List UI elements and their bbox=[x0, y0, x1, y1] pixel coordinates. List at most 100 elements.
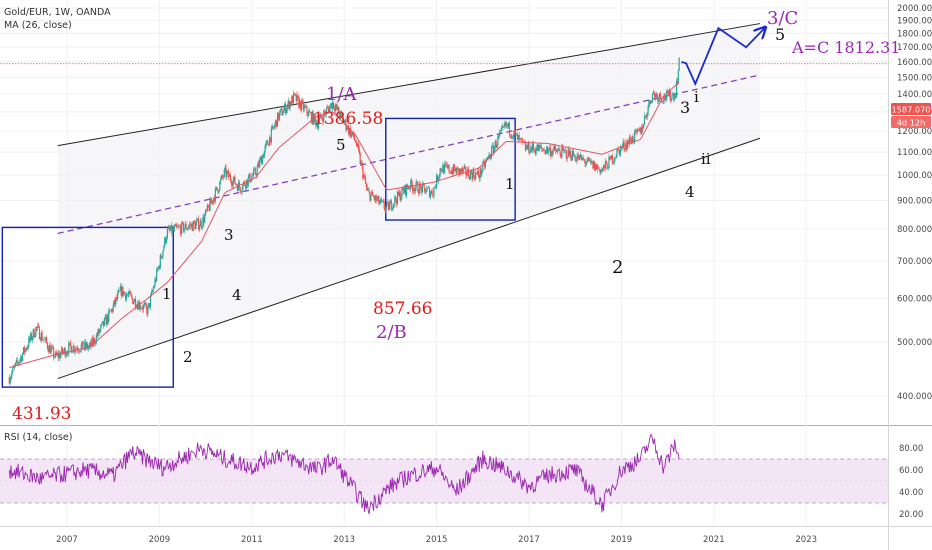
candle-down bbox=[212, 200, 214, 203]
candle-up bbox=[659, 93, 661, 99]
candle-down bbox=[661, 101, 663, 103]
candle-up bbox=[253, 168, 256, 170]
label-w2-2008: 2 bbox=[183, 348, 193, 366]
label-w4-2020: 4 bbox=[685, 183, 695, 201]
candle-down bbox=[17, 362, 19, 364]
candle-up bbox=[545, 151, 547, 154]
candle-down bbox=[446, 164, 448, 168]
candle-down bbox=[258, 162, 260, 167]
candle-up bbox=[226, 172, 228, 178]
candle-down bbox=[288, 100, 290, 109]
candle-up bbox=[400, 196, 402, 201]
candle-down bbox=[189, 224, 192, 227]
candle-up bbox=[641, 126, 643, 135]
candle-up bbox=[550, 151, 552, 156]
candle-up bbox=[650, 101, 652, 104]
candle-up bbox=[128, 291, 130, 295]
candle-up bbox=[228, 174, 231, 178]
candle-up bbox=[276, 112, 279, 127]
candle-down bbox=[262, 155, 264, 158]
candle-down bbox=[77, 350, 80, 352]
candle-up bbox=[95, 335, 97, 343]
candle-down bbox=[336, 104, 338, 111]
candle-down bbox=[292, 96, 294, 104]
price-tick-label: 900.000 bbox=[897, 197, 932, 207]
candle-up bbox=[71, 351, 73, 353]
candle-down bbox=[669, 89, 671, 101]
candle-up bbox=[308, 111, 310, 117]
candle-up bbox=[227, 170, 229, 173]
symbol-title[interactable]: Gold/EUR, 1W, OANDA bbox=[4, 7, 111, 18]
rsi-legend[interactable]: RSI (14, close) bbox=[4, 432, 72, 443]
time-axis: 2007 2009 2011 2013 2015 2017 2019 2021 2023 bbox=[56, 535, 817, 545]
candle-down bbox=[653, 92, 655, 94]
candle-up bbox=[250, 180, 252, 183]
candle-down bbox=[651, 101, 653, 102]
candle-up bbox=[666, 90, 668, 100]
candle-up bbox=[442, 164, 444, 172]
candle-up bbox=[662, 101, 664, 103]
wave-annotations: 431.93 1 2 3 4 5 1/A 1386.58 857.66 2/B … bbox=[12, 8, 900, 424]
candle-down bbox=[21, 356, 23, 361]
candle-up bbox=[219, 181, 221, 191]
candle-down bbox=[519, 138, 521, 139]
candle-down bbox=[53, 347, 55, 358]
candle-up bbox=[330, 103, 332, 106]
candle-down bbox=[120, 286, 122, 296]
price-tick-label: 1700.000 bbox=[897, 43, 932, 53]
candle-down bbox=[480, 168, 482, 175]
candle-up bbox=[617, 149, 619, 150]
candle-up bbox=[184, 223, 186, 229]
candle-down bbox=[471, 173, 473, 180]
candle-down bbox=[673, 93, 675, 100]
candle-down bbox=[210, 199, 212, 204]
candle-up bbox=[476, 170, 479, 174]
candle-up bbox=[159, 255, 161, 269]
candle-down bbox=[665, 98, 667, 100]
candle-up bbox=[21, 353, 24, 361]
candle-up bbox=[621, 145, 623, 149]
candle-down bbox=[458, 167, 460, 175]
candle-down bbox=[67, 352, 69, 355]
candle-up bbox=[484, 161, 487, 167]
candle-down bbox=[244, 185, 247, 189]
candle-up bbox=[150, 291, 153, 296]
candle-down bbox=[61, 347, 64, 354]
candle-up bbox=[344, 119, 346, 123]
candle-down bbox=[594, 161, 596, 171]
candle-down bbox=[173, 227, 175, 230]
candle-up bbox=[311, 111, 313, 123]
candle-up bbox=[149, 295, 152, 308]
time-tick-label: 2009 bbox=[149, 535, 171, 545]
candle-up bbox=[609, 156, 611, 158]
candle-down bbox=[575, 160, 577, 162]
label-w2-2018: 2 bbox=[612, 257, 623, 278]
candle-down bbox=[610, 156, 612, 160]
candle-down bbox=[332, 101, 335, 108]
candle-down bbox=[533, 149, 535, 150]
ma-legend[interactable]: MA (26, close) bbox=[4, 20, 72, 31]
candle-up bbox=[292, 93, 295, 104]
candle-down bbox=[578, 154, 580, 160]
candle-up bbox=[388, 203, 391, 210]
candle-up bbox=[494, 141, 496, 148]
candle-up bbox=[27, 346, 29, 348]
candle-up bbox=[125, 294, 128, 300]
candle-down bbox=[455, 168, 457, 174]
candle-down bbox=[155, 279, 157, 281]
candle-down bbox=[111, 309, 113, 312]
candle-up bbox=[678, 57, 680, 71]
candle-up bbox=[270, 128, 272, 143]
candle-up bbox=[414, 187, 416, 192]
label-target: A=C 1812.31 bbox=[791, 38, 900, 57]
candle-down bbox=[306, 106, 308, 114]
candle-down bbox=[176, 226, 178, 228]
candle-up bbox=[613, 158, 615, 162]
candle-up bbox=[316, 123, 318, 126]
candle-up bbox=[356, 143, 359, 147]
candle-down bbox=[450, 172, 452, 174]
candle-down bbox=[526, 146, 528, 149]
candle-down bbox=[146, 306, 148, 315]
candle-down bbox=[125, 293, 127, 300]
